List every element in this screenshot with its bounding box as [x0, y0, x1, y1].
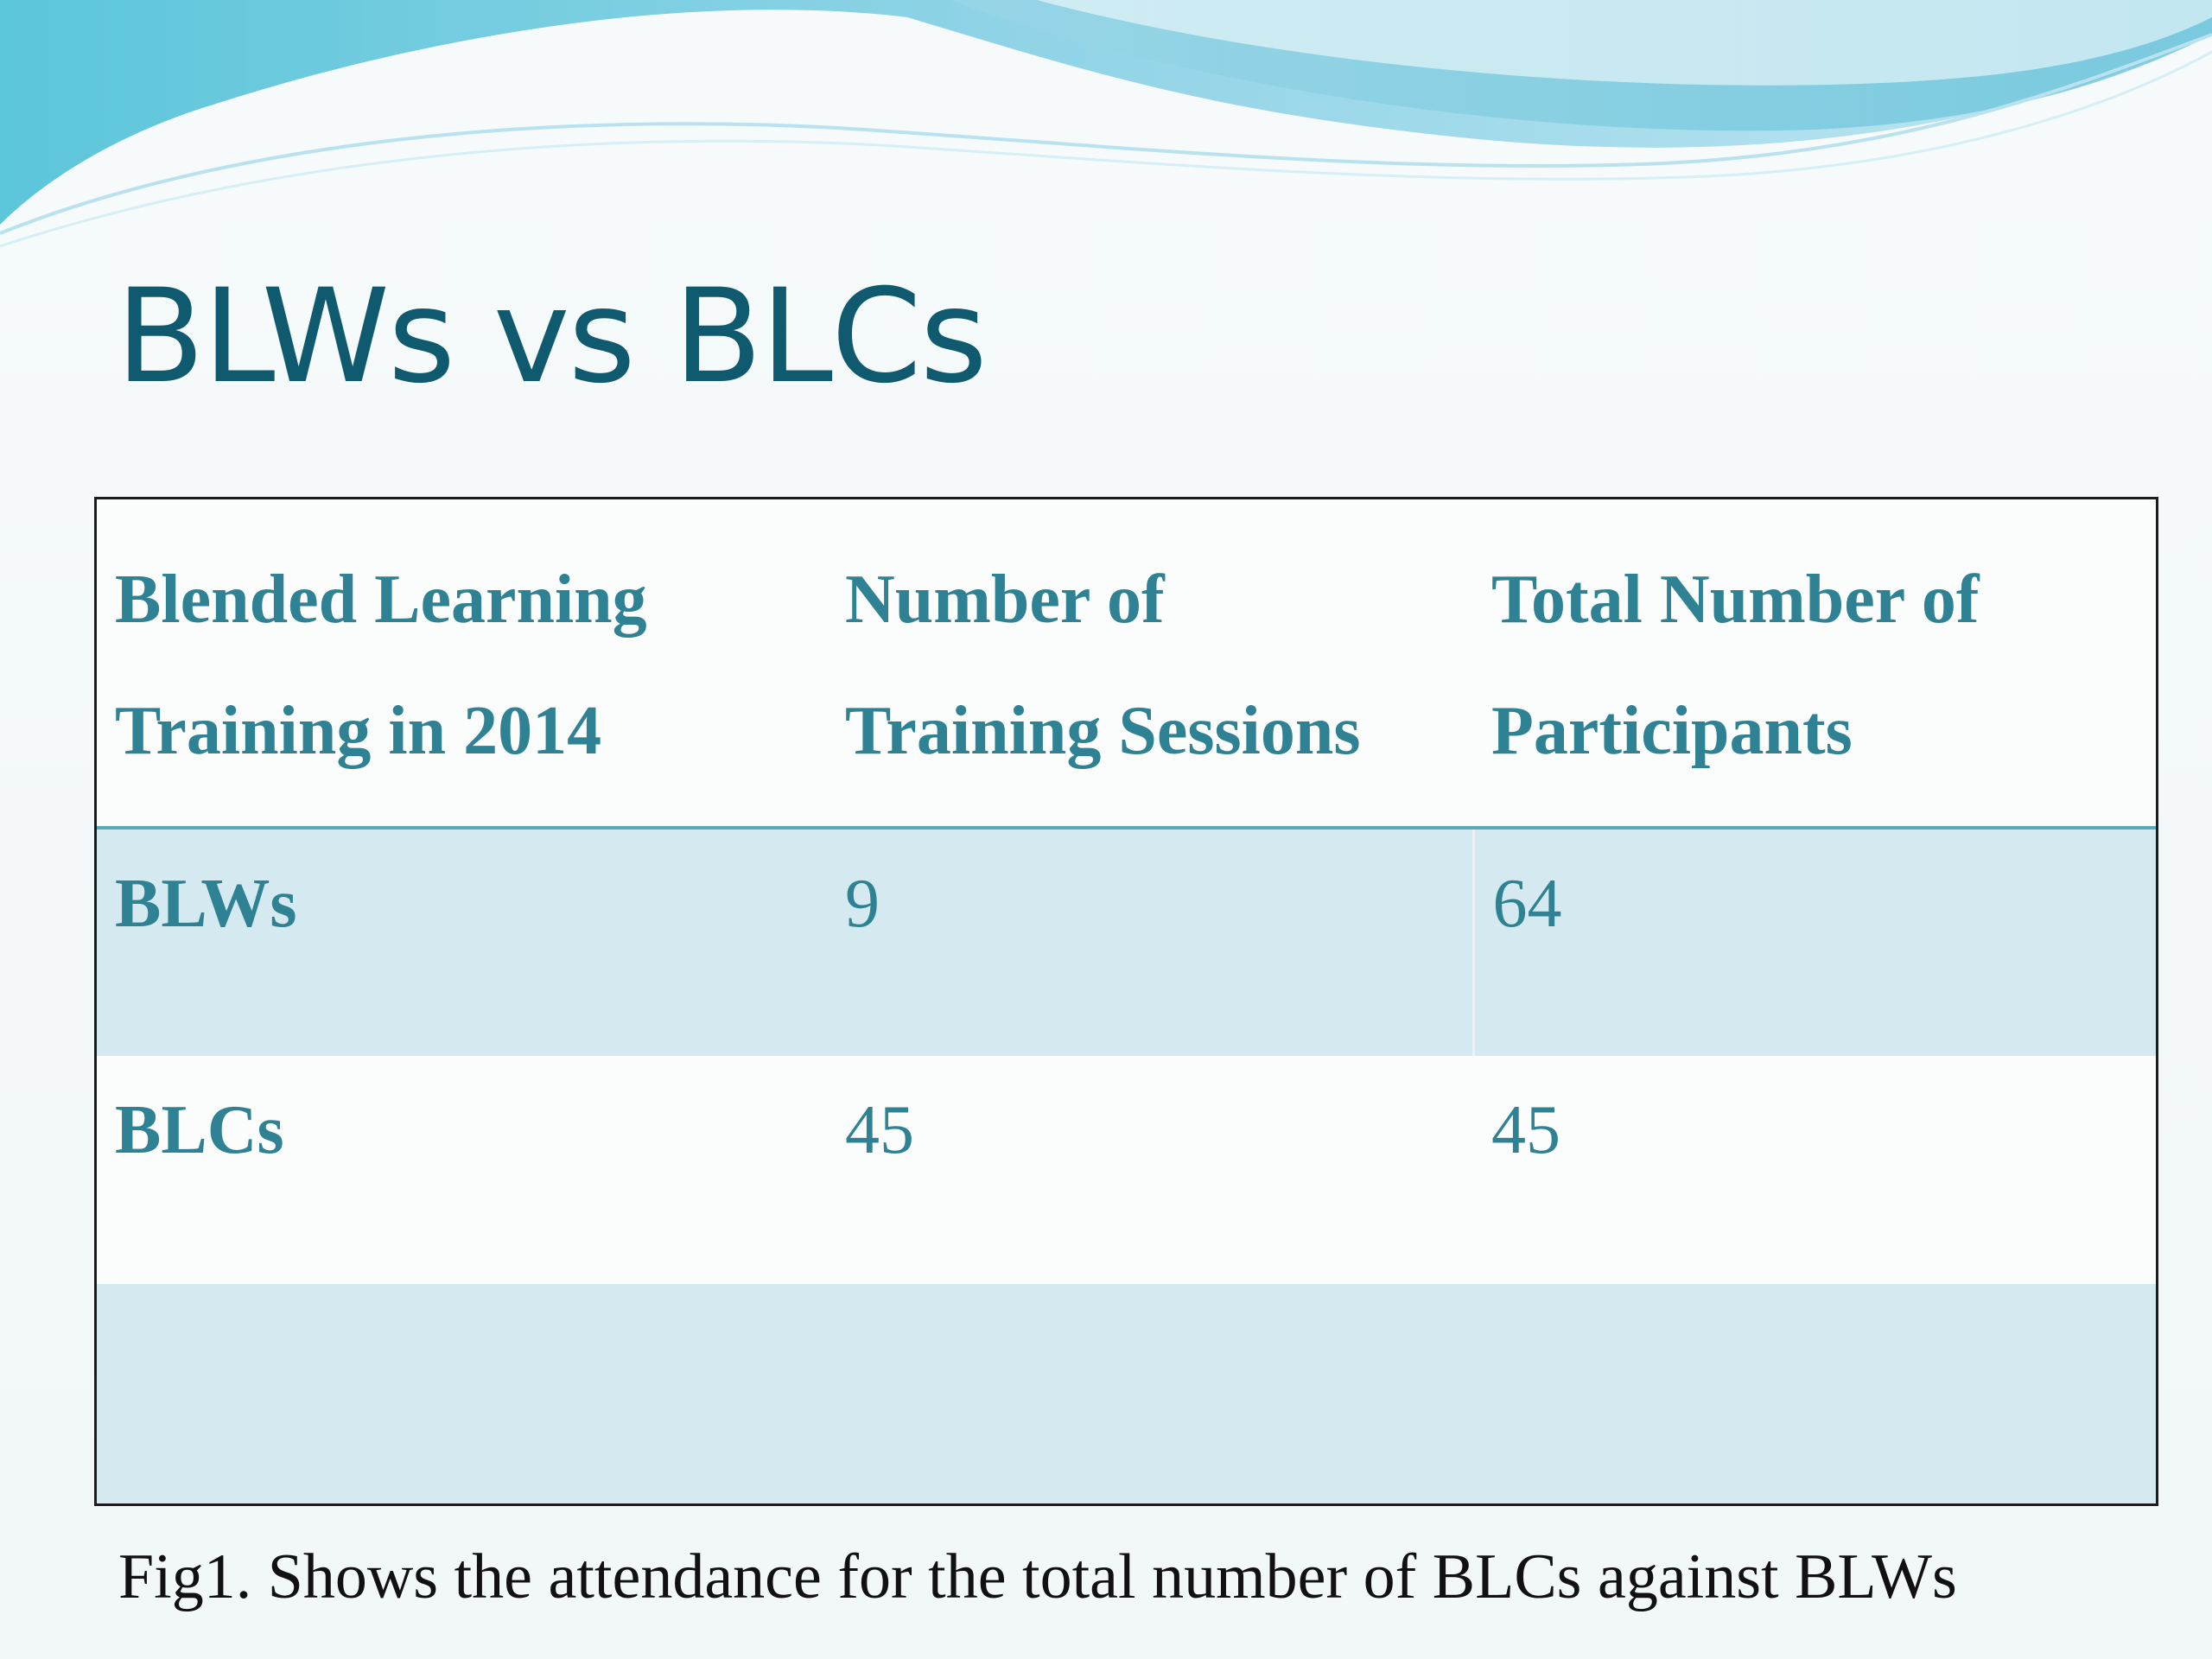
header-sessions-line2: Training Sessions: [845, 693, 1361, 769]
slide-title: BLWs vs BLCs: [116, 262, 988, 412]
table-row: BLWs 9 64: [97, 828, 2156, 1056]
row-label-blcs: BLCs: [97, 1056, 827, 1284]
cell-blcs-sessions: 45: [827, 1056, 1473, 1284]
header-participants-line2: Participants: [1491, 693, 1853, 769]
header-participants: Total Number of Participants: [1473, 499, 2156, 830]
cell-blws-participants: 64: [1471, 828, 2156, 1056]
empty-cell: [1473, 1284, 2156, 1503]
row-label-blws: BLWs: [97, 828, 827, 1056]
header-training-year-line1: Blended Learning: [115, 562, 647, 638]
header-sessions-line1: Number of: [845, 562, 1165, 638]
header-sessions: Number of Training Sessions: [827, 499, 1473, 830]
table-row: BLCs 45 45: [97, 1056, 2156, 1284]
header-training-year-line2: Training in 2014: [115, 693, 602, 769]
header-training-year: Blended Learning Training in 2014: [97, 499, 827, 830]
attendance-table-frame: Blended Learning Training in 2014 Number…: [94, 497, 2158, 1506]
empty-cell: [97, 1284, 827, 1503]
header-participants-line1: Total Number of: [1491, 562, 1980, 638]
header-wave-decoration: [0, 0, 2212, 248]
table-header-row: Blended Learning Training in 2014 Number…: [97, 499, 2156, 830]
cell-blws-sessions: 9: [827, 828, 1473, 1056]
table-row-empty: [97, 1284, 2156, 1503]
cell-blcs-participants: 45: [1473, 1056, 2156, 1284]
figure-caption: Fig1. Shows the attendance for the total…: [118, 1541, 1957, 1612]
empty-cell: [827, 1284, 1473, 1503]
attendance-table: Blended Learning Training in 2014 Number…: [97, 499, 2156, 1503]
